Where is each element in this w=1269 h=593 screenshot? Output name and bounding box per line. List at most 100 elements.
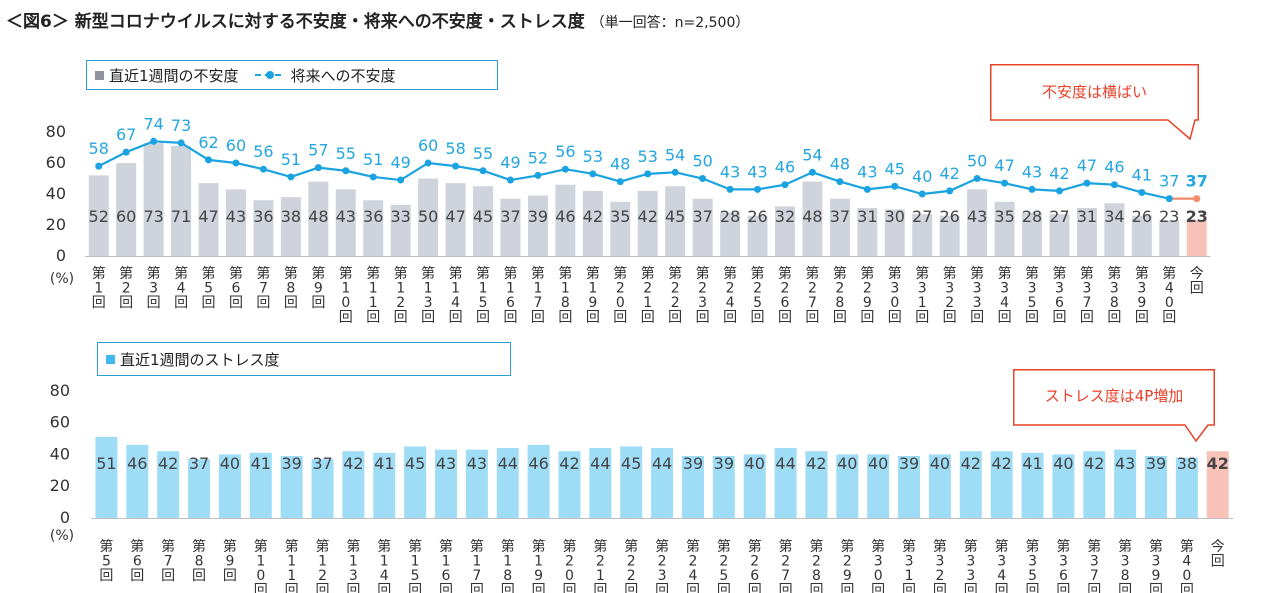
top-category-label-char: 第 (119, 265, 133, 282)
top-category-label-char: 4 (726, 295, 735, 311)
top-category-label-char: 第 (860, 265, 874, 282)
top-category-label-char: 第 (998, 265, 1012, 282)
bottom-bar (157, 451, 180, 518)
top-line-value: 46 (1104, 158, 1124, 177)
top-bar-value: 39 (528, 207, 548, 226)
bottom-category-label-char: 第 (1026, 538, 1040, 555)
top-line-point (616, 178, 624, 186)
bottom-category-label-char: 回 (964, 583, 978, 593)
bottom-bar-value: 42 (1207, 454, 1229, 473)
top-bar-value: 45 (665, 207, 685, 226)
top-category-label-char: 8 (286, 281, 295, 297)
top-line-point (644, 170, 652, 178)
top-line-value: 43 (857, 162, 877, 181)
top-category-label-char: 3 (1110, 281, 1119, 297)
top-category-label-char: 回 (339, 310, 353, 326)
top-line-value: 60 (418, 136, 438, 155)
top-category-label-char: 1 (369, 295, 378, 311)
top-bar (445, 183, 466, 256)
bottom-bar (651, 448, 674, 518)
top-line-point (205, 156, 213, 164)
bottom-category-label-char: 回 (99, 568, 113, 584)
top-category-label-char: 回 (998, 310, 1012, 326)
bottom-ytick: 40 (50, 444, 70, 463)
top-ytick: 40 (46, 184, 66, 203)
bottom-bar (373, 452, 396, 518)
bottom-category-label-char: 3 (1121, 554, 1130, 570)
top-bar (967, 189, 988, 256)
top-category-label-char: 回 (531, 310, 545, 326)
top-category-label-char: 第 (1162, 265, 1176, 282)
bottom-bar-value: 37 (312, 454, 332, 473)
bottom-bar (527, 444, 550, 518)
top-category-label-char: 2 (726, 281, 735, 297)
top-bar (994, 201, 1015, 256)
bottom-category-label-char: 回 (593, 583, 607, 593)
bottom-category-label-char: 回 (285, 583, 299, 593)
bottom-category-label-char: 回 (470, 583, 484, 593)
top-category-label-char: 回 (860, 310, 874, 326)
top-line-point (754, 185, 762, 193)
top-category-label-char: 回 (888, 310, 902, 326)
top-line-value: 49 (500, 153, 520, 172)
bottom-category-label-char: 第 (254, 538, 268, 555)
bottom-category-label-char: 第 (377, 538, 391, 555)
bottom-bar (867, 454, 890, 518)
bottom-bar-value: 44 (652, 454, 672, 473)
bottom-category-label-char: 回 (655, 583, 669, 593)
legend-swatch-stress (106, 354, 115, 364)
bottom-category-label-char: 第 (748, 538, 762, 555)
top-bar (939, 215, 960, 256)
top-bar-value: 43 (967, 207, 987, 226)
top-category-label-char: 6 (232, 281, 241, 297)
top-bar (802, 181, 823, 256)
top-bar (884, 209, 905, 256)
bottom-bar-value: 44 (498, 454, 518, 473)
bottom-category-label-char: 第 (285, 538, 299, 555)
top-bar-value: 60 (116, 207, 136, 226)
top-line-point (232, 159, 240, 167)
bottom-category-label-char: 第 (1149, 538, 1163, 555)
top-bar-value: 73 (143, 207, 163, 226)
top-bar (418, 178, 439, 256)
top-category-label-char: 回 (449, 310, 463, 326)
bottom-category-label-char: 第 (562, 538, 576, 555)
top-line-value: 73 (171, 116, 191, 135)
bottom-category-label-char: 9 (225, 554, 234, 570)
top-category-label-char: 2 (671, 295, 680, 311)
top-category-label-char: 4 (177, 281, 186, 297)
top-bar (610, 201, 631, 256)
bottom-category-label-char: 2 (627, 554, 636, 570)
bottom-category-label-char: 9 (843, 568, 852, 584)
bottom-category-label-char: 回 (1211, 554, 1225, 570)
top-category-label-char: 回 (1025, 310, 1039, 326)
bottom-category-label-char: 第 (655, 538, 669, 555)
top-line-point (1110, 181, 1118, 189)
top-line-value: 48 (830, 155, 850, 174)
top-category-label-char: 1 (506, 281, 515, 297)
top-category-label-char: 7 (808, 295, 817, 311)
top-category-label-char: 4 (451, 295, 460, 311)
bottom-category-label-char: 0 (565, 568, 574, 584)
top-category-label-char: 第 (1052, 265, 1066, 282)
bottom-bar-value: 39 (1146, 454, 1166, 473)
top-category-label-char: 2 (863, 281, 872, 297)
top-category-label-char: 第 (229, 265, 243, 282)
bottom-category-label-char: 4 (689, 568, 698, 584)
top-category-label-char: 回 (970, 310, 984, 326)
callout-top: 不安度は横ばい (990, 64, 1199, 141)
bottom-category-label-char: 2 (781, 554, 790, 570)
bottom-bar-value: 41 (1022, 454, 1042, 473)
top-bar-value: 46 (555, 207, 575, 226)
bottom-category-label-char: 第 (130, 538, 144, 555)
top-category-label-char: 第 (586, 265, 600, 282)
bottom-bar-value: 44 (775, 454, 795, 473)
bottom-bar (743, 454, 766, 518)
top-category-label-char: 回 (668, 310, 682, 326)
top-bar (1131, 215, 1152, 256)
top-bar-value: 37 (830, 207, 850, 226)
top-category-label-char: 回 (805, 310, 819, 326)
top-line-value: 50 (692, 152, 712, 171)
bottom-category-label-char: 回 (995, 583, 1009, 593)
